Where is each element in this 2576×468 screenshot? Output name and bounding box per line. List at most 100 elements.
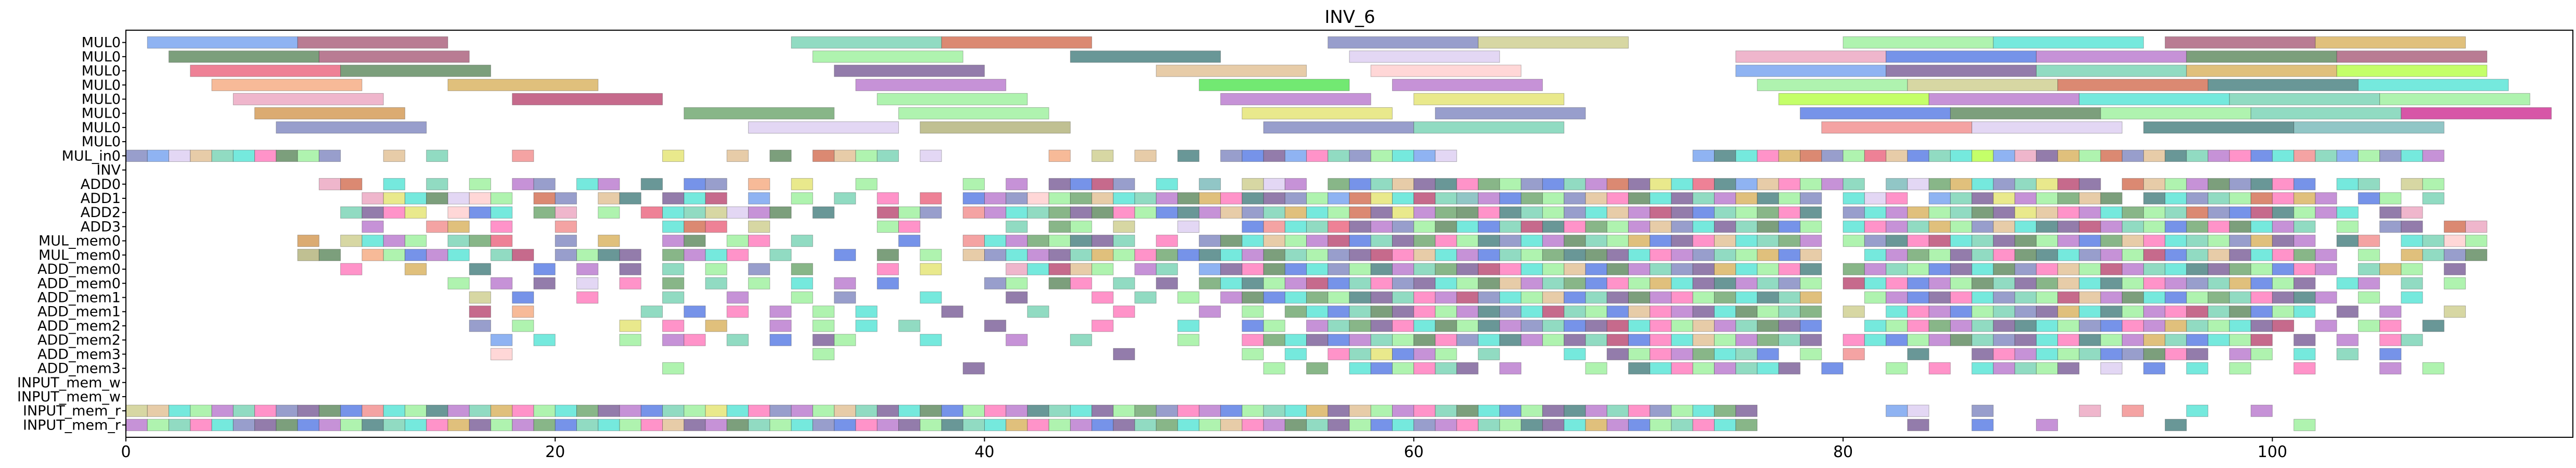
task-bar xyxy=(1521,419,1543,432)
task-bar xyxy=(812,419,835,432)
task-bar xyxy=(2401,291,2423,304)
task-bar xyxy=(1070,277,1092,289)
task-bar xyxy=(726,419,749,432)
task-bar xyxy=(1886,206,1908,219)
task-bar xyxy=(1692,249,1715,261)
task-bar xyxy=(1886,249,1908,261)
task-bar xyxy=(1456,234,1479,247)
task-bar xyxy=(426,249,448,261)
y-tick-labels: MUL0MUL0MUL0MUL0MUL0MUL0MUL0MUL0MUL_in0I… xyxy=(17,35,121,434)
task-bar xyxy=(1091,249,1114,261)
task-bar xyxy=(2036,419,2058,432)
task-bar xyxy=(2079,320,2101,332)
task-bar xyxy=(748,220,770,233)
task-bar xyxy=(2443,220,2466,233)
task-bar xyxy=(233,419,255,432)
task-bar xyxy=(2165,149,2187,162)
task-bar xyxy=(1735,220,1758,233)
task-bar xyxy=(2229,263,2251,275)
task-bar xyxy=(1972,249,1994,261)
task-bar xyxy=(1392,362,1414,375)
task-bar xyxy=(2057,334,2080,346)
task-bar xyxy=(2165,263,2187,275)
task-bar xyxy=(2379,93,2530,106)
task-bar xyxy=(2208,79,2359,91)
task-bar xyxy=(962,404,985,417)
task-bar xyxy=(1456,362,1479,375)
task-bar xyxy=(1242,263,1264,275)
task-bar xyxy=(1886,263,1908,275)
task-bar xyxy=(2358,291,2380,304)
task-bar xyxy=(1284,206,1307,219)
task-bar xyxy=(190,65,341,77)
task-bar xyxy=(2229,192,2251,205)
task-bar xyxy=(1972,320,1994,332)
task-bar xyxy=(254,107,405,120)
task-bar xyxy=(2014,249,2037,261)
task-bar xyxy=(2401,234,2423,247)
task-bar xyxy=(662,419,685,432)
task-bar xyxy=(362,220,384,233)
task-bar xyxy=(490,419,513,432)
task-bar xyxy=(1843,306,1865,318)
task-bar xyxy=(2294,234,2316,247)
task-bar xyxy=(1370,362,1393,375)
task-bar xyxy=(726,306,749,318)
task-bar xyxy=(1993,277,2015,289)
task-bar xyxy=(1048,178,1071,191)
task-bar xyxy=(340,178,363,191)
task-bar xyxy=(125,419,148,432)
task-bar xyxy=(1113,404,1135,417)
task-bar xyxy=(1284,334,1307,346)
task-bar xyxy=(1156,206,1178,219)
task-bar xyxy=(1070,206,1092,219)
task-bar xyxy=(1757,334,1779,346)
task-bar xyxy=(1521,220,1543,233)
task-bar xyxy=(2208,206,2230,219)
task-bar xyxy=(1091,178,1114,191)
task-bar xyxy=(2014,277,2037,289)
task-bar xyxy=(920,419,942,432)
task-bar xyxy=(1692,220,1715,233)
task-bar xyxy=(2294,334,2316,346)
y-tick-label: ADD0 xyxy=(81,176,121,193)
task-bar xyxy=(2057,277,2080,289)
task-bar xyxy=(1242,234,1264,247)
task-bar xyxy=(877,249,899,261)
task-bar xyxy=(1499,263,1522,275)
task-bar xyxy=(2100,306,2122,318)
task-bar xyxy=(2358,234,2380,247)
task-bar xyxy=(469,306,491,318)
task-bar xyxy=(2100,192,2122,205)
task-bar xyxy=(2358,249,2380,261)
task-bar xyxy=(1091,149,1114,162)
task-bar xyxy=(1435,107,1586,120)
task-bar xyxy=(1907,206,1929,219)
task-bar xyxy=(1349,220,1371,233)
task-bar xyxy=(2121,277,2144,289)
task-bar xyxy=(1928,206,1951,219)
task-bar xyxy=(962,249,985,261)
task-bar xyxy=(1585,334,1607,346)
task-bar xyxy=(1886,334,1908,346)
task-bar xyxy=(1757,348,1779,360)
task-bar xyxy=(1757,291,1779,304)
task-bar xyxy=(1800,291,1822,304)
task-bar xyxy=(1928,234,1951,247)
task-bar xyxy=(1349,348,1371,360)
task-bar xyxy=(2294,277,2316,289)
task-bar xyxy=(512,320,534,332)
task-bar xyxy=(2036,277,2058,289)
task-bar xyxy=(2143,234,2166,247)
task-bar xyxy=(1843,220,1865,233)
task-bar xyxy=(169,404,191,417)
task-bar xyxy=(2036,50,2187,63)
task-bar xyxy=(812,206,835,219)
task-bar xyxy=(1478,234,1500,247)
task-bar xyxy=(1435,404,1457,417)
task-bar xyxy=(1306,234,1329,247)
task-bar xyxy=(2208,220,2230,233)
task-bar xyxy=(2229,320,2251,332)
task-bar xyxy=(1628,419,1651,432)
task-bar xyxy=(1113,306,1135,318)
